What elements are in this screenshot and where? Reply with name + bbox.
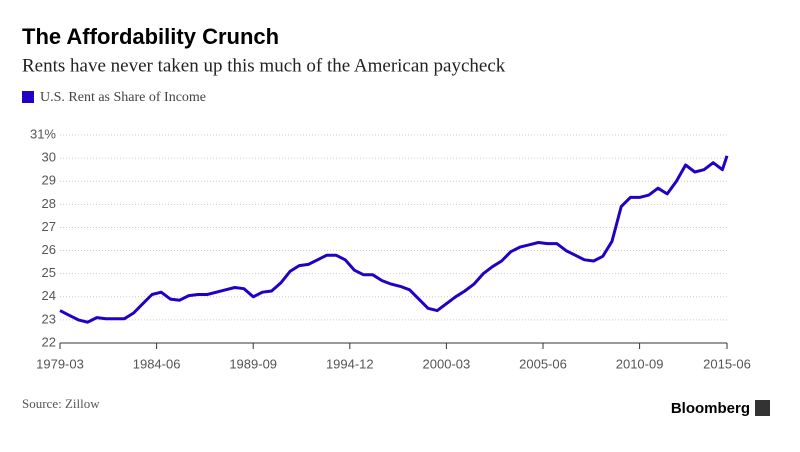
y-tick-label: 31% — [30, 126, 56, 141]
legend-label: U.S. Rent as Share of Income — [40, 90, 206, 105]
brand-icon — [755, 400, 770, 416]
line — [59, 155, 729, 324]
x-tick-label: 2015-06 — [703, 356, 751, 371]
y-tick-label: 27 — [42, 219, 56, 234]
y-tick-label: 24 — [42, 288, 56, 303]
source: Source: Zillow — [22, 396, 100, 411]
y-tick-label: 26 — [42, 242, 56, 257]
chart-title: The Affordability Crunch — [22, 24, 279, 49]
y-tick-label: 29 — [42, 173, 56, 188]
legend-swatch — [22, 91, 34, 103]
y-tick-label: 25 — [42, 265, 56, 280]
x-tick-label: 2000-03 — [423, 356, 471, 371]
x-tick-label: 2005-06 — [519, 356, 567, 371]
x-tick-label: 1979-03 — [36, 356, 84, 371]
brand: Bloomberg — [671, 400, 750, 417]
y-tick-label: 28 — [42, 196, 56, 211]
x-tick-label: 1984-06 — [133, 356, 181, 371]
chart-subtitle: Rents have never taken up this much of t… — [22, 55, 506, 76]
y-tick-label: 22 — [42, 334, 56, 349]
y-tick-label: 23 — [42, 311, 56, 326]
y-tick-label: 30 — [42, 150, 56, 165]
x-tick-label: 2010-09 — [616, 356, 664, 371]
x-tick-label: 1994-12 — [326, 356, 374, 371]
x-tick-label: 1989-09 — [229, 356, 277, 371]
